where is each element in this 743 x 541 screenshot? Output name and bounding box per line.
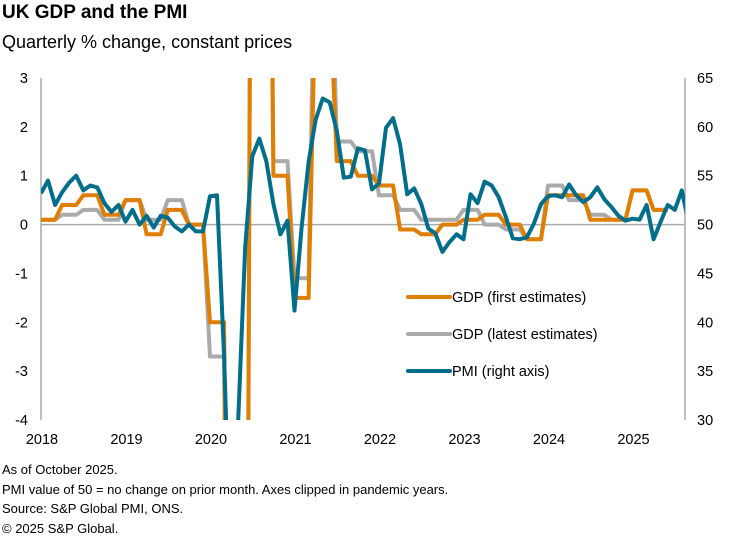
footnote-source: Source: S&P Global PMI, ONS.	[2, 501, 184, 516]
footnote-copyright: © 2025 S&P Global.	[2, 520, 119, 536]
y-left-tick-label: -4	[15, 413, 28, 429]
x-tick-label: 2019	[110, 432, 142, 448]
y-right-tick-label: 65	[697, 71, 713, 87]
y-left-tick-label: 3	[20, 71, 28, 87]
chart-title: UK GDP and the PMI	[2, 2, 188, 23]
x-tick-label: 2025	[617, 432, 649, 448]
axes	[40, 78, 686, 420]
plot-area	[41, 78, 685, 420]
legend-item-gdp-latest: GDP (latest estimates)	[406, 327, 598, 343]
legend: GDP (first estimates) GDP (latest estimat…	[406, 290, 598, 380]
x-tick-label: 2022	[364, 432, 396, 448]
y-right-tick-label: 55	[697, 169, 713, 185]
x-tick-label: 2021	[279, 432, 311, 448]
x-tick-label: 2023	[448, 432, 480, 448]
y-right-tick-label: 60	[697, 120, 713, 136]
y-left-tick-label: 0	[20, 218, 28, 234]
x-tick-label: 2018	[26, 432, 58, 448]
footnotes: As of October 2025. PMI value of 50 = no…	[2, 460, 448, 538]
y-left-tick-label: 1	[20, 169, 28, 185]
tick-labels: 3 2 1 0 -1 -2 -3 -4 65 60 55 50 45 40 35 30 2018 2019 2020…	[15, 71, 713, 448]
y-right-tick-label: 50	[697, 218, 713, 234]
y-right-tick-label: 35	[697, 364, 713, 380]
series-pmi-line	[41, 96, 685, 420]
y-left-tick-label: -2	[15, 315, 28, 331]
footnote-pmi-note: PMI value of 50 = no change on prior mon…	[2, 481, 449, 497]
legend-item-gdp-first: GDP (first estimates)	[406, 290, 586, 306]
x-tick-label: 2024	[533, 432, 565, 448]
y-left-tick-label: 2	[20, 120, 28, 136]
chart-subtitle: Quarterly % change, constant prices	[2, 32, 293, 52]
legend-label: GDP (first estimates)	[452, 290, 586, 306]
legend-label: PMI (right axis)	[452, 364, 550, 380]
y-right-tick-label: 45	[697, 266, 713, 282]
legend-label: GDP (latest estimates)	[452, 327, 598, 343]
y-right-tick-label: 40	[697, 315, 713, 331]
y-left-tick-label: -3	[15, 364, 28, 380]
legend-item-pmi: PMI (right axis)	[406, 364, 550, 380]
footnote-as-of: As of October 2025.	[2, 462, 118, 477]
x-tick-label: 2020	[195, 432, 227, 448]
y-left-tick-label: -1	[15, 266, 28, 282]
y-right-tick-label: 30	[697, 413, 713, 429]
